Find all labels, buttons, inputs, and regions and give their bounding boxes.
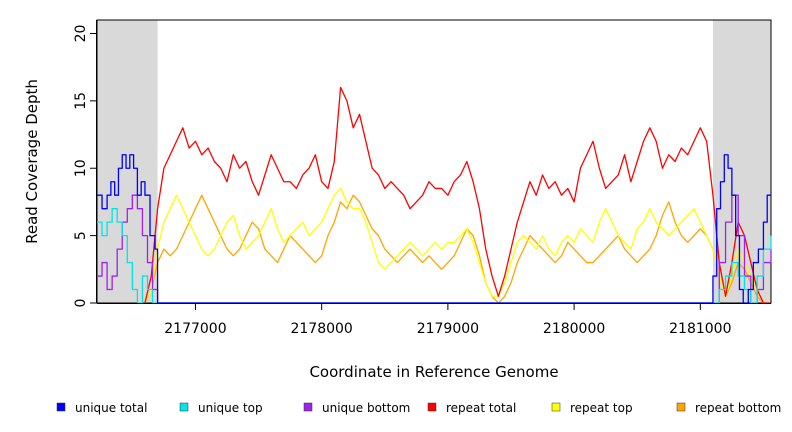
masked-region-2 xyxy=(712,20,771,303)
legend-item-repeat-top: repeat top xyxy=(551,401,633,415)
x-tick-label: 2177000 xyxy=(164,321,226,337)
masked-regions xyxy=(97,20,771,303)
legend-swatch xyxy=(179,402,189,412)
legend-swatch xyxy=(551,402,561,412)
legend: unique total unique top unique bottom repea… xyxy=(56,401,781,415)
x-tick-label: 2178000 xyxy=(290,321,352,337)
series-line-unique-top xyxy=(97,208,772,304)
y-tick-label: 0 xyxy=(73,299,89,308)
legend-label: repeat top xyxy=(570,401,633,415)
series-line-repeat-top xyxy=(144,187,770,304)
legend-swatch xyxy=(427,402,437,412)
legend-item-unique-bottom: unique bottom xyxy=(303,401,410,415)
legend-swatch xyxy=(56,402,66,412)
axes: 0 5 10 15 20 2177000 2178000 2179000 2180000 2181… xyxy=(73,20,771,337)
series-line-unique-bottom xyxy=(97,194,772,304)
x-tick-label: 2180000 xyxy=(543,321,605,337)
y-tick-label: 5 xyxy=(73,231,89,240)
legend-swatch xyxy=(303,402,313,412)
legend-item-repeat-total: repeat total xyxy=(427,401,516,415)
legend-label: repeat total xyxy=(446,401,516,415)
y-tick-label: 10 xyxy=(73,159,89,177)
x-tick-label: 2179000 xyxy=(417,321,479,337)
y-tick-label: 20 xyxy=(73,25,89,43)
x-tick-label: 2181000 xyxy=(669,321,731,337)
legend-label: unique top xyxy=(198,401,263,415)
series-line-repeat-bottom xyxy=(144,194,770,304)
series-line-repeat-total xyxy=(144,86,770,304)
x-axis-title: Coordinate in Reference Genome xyxy=(309,363,558,381)
series-layer xyxy=(97,86,772,304)
legend-item-unique-total: unique total xyxy=(56,401,147,415)
legend-label: unique bottom xyxy=(322,401,410,415)
legend-swatch xyxy=(676,402,686,412)
legend-item-unique-top: unique top xyxy=(179,401,263,415)
y-axis-title: Read Coverage Depth xyxy=(23,79,41,244)
legend-label: repeat bottom xyxy=(695,401,781,415)
y-tick-label: 15 xyxy=(73,92,89,110)
legend-label: unique total xyxy=(75,401,147,415)
series-line-unique-total xyxy=(97,154,771,304)
legend-item-repeat-bottom: repeat bottom xyxy=(676,401,781,415)
